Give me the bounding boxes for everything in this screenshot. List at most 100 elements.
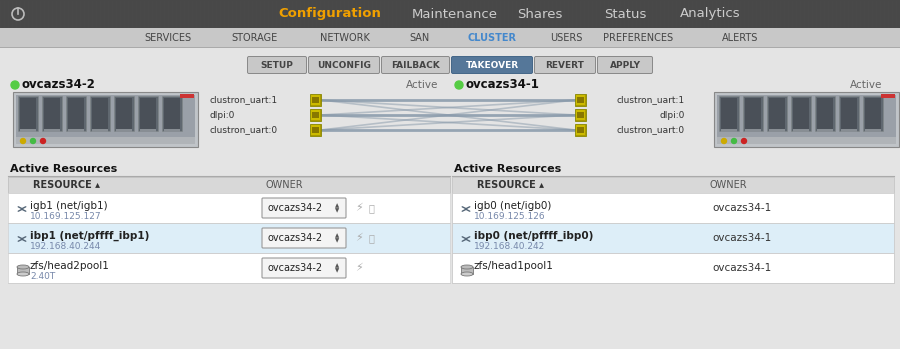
Circle shape <box>40 139 46 143</box>
Text: USERS: USERS <box>550 33 582 43</box>
Text: clustron_uart:0: clustron_uart:0 <box>616 126 685 134</box>
Bar <box>791 96 811 131</box>
Bar <box>817 129 833 132</box>
Text: ▲: ▲ <box>335 203 339 208</box>
Bar <box>793 129 809 132</box>
Bar <box>769 129 785 132</box>
Text: zfs/head1pool1: zfs/head1pool1 <box>474 261 554 271</box>
Bar <box>576 125 585 135</box>
Text: 192.168.40.244: 192.168.40.244 <box>30 242 101 251</box>
FancyBboxPatch shape <box>535 57 596 74</box>
Bar <box>865 98 881 129</box>
Text: 🔒: 🔒 <box>369 203 375 213</box>
Ellipse shape <box>17 265 29 269</box>
Bar <box>575 124 586 136</box>
Bar <box>575 94 586 106</box>
Text: ▲: ▲ <box>335 263 339 268</box>
FancyBboxPatch shape <box>262 228 346 248</box>
Bar <box>576 95 585 105</box>
Text: ovcazs34-1: ovcazs34-1 <box>712 263 771 273</box>
Text: ▼: ▼ <box>335 238 339 244</box>
Text: RESOURCE ▴: RESOURCE ▴ <box>33 180 100 190</box>
Bar <box>577 127 584 133</box>
Bar <box>311 110 320 120</box>
FancyBboxPatch shape <box>248 57 307 74</box>
Bar <box>452 193 894 223</box>
Text: OWNER: OWNER <box>710 180 748 190</box>
Bar <box>114 96 134 131</box>
Text: Status: Status <box>604 7 646 21</box>
Bar <box>140 98 156 129</box>
Bar <box>66 96 86 131</box>
Bar <box>0 0 900 28</box>
Text: clustron_uart:1: clustron_uart:1 <box>616 96 685 104</box>
Text: NETWORK: NETWORK <box>320 33 370 43</box>
Bar <box>714 92 899 147</box>
Bar <box>8 223 450 253</box>
Bar <box>841 98 857 129</box>
Bar <box>767 96 787 131</box>
Text: ovcazs34-2: ovcazs34-2 <box>268 203 323 213</box>
Text: ovcazs34-2: ovcazs34-2 <box>268 263 323 273</box>
Bar <box>310 94 321 106</box>
Text: SAN: SAN <box>410 33 430 43</box>
Text: FAILBACK: FAILBACK <box>392 60 440 69</box>
Text: UNCONFIG: UNCONFIG <box>317 60 371 69</box>
Bar <box>721 129 737 132</box>
Text: dlpi:0: dlpi:0 <box>660 111 685 119</box>
Circle shape <box>742 139 746 143</box>
Bar <box>461 267 473 274</box>
Bar <box>815 96 835 131</box>
Text: Active: Active <box>406 80 438 90</box>
Bar <box>0 47 900 48</box>
Text: clustron_uart:0: clustron_uart:0 <box>210 126 278 134</box>
Bar <box>839 96 859 131</box>
Bar <box>20 98 36 129</box>
Text: Active Resources: Active Resources <box>10 164 117 174</box>
Bar <box>452 253 894 283</box>
Text: 2.40T: 2.40T <box>30 272 55 281</box>
Bar <box>817 98 833 129</box>
Bar <box>164 98 180 129</box>
Text: OWNER: OWNER <box>266 180 303 190</box>
Bar <box>793 98 809 129</box>
Text: Configuration: Configuration <box>279 7 382 21</box>
Bar <box>18 96 38 131</box>
Text: ibp1 (net/pffff_ibp1): ibp1 (net/pffff_ibp1) <box>30 231 149 241</box>
Text: ▼: ▼ <box>335 208 339 214</box>
Bar <box>17 267 29 274</box>
Ellipse shape <box>461 272 473 276</box>
Ellipse shape <box>17 272 29 276</box>
Bar <box>312 112 319 118</box>
Text: TAKEOVER: TAKEOVER <box>465 60 518 69</box>
Text: ⚡: ⚡ <box>355 233 363 243</box>
Text: ▲: ▲ <box>335 233 339 238</box>
Text: Shares: Shares <box>518 7 562 21</box>
Bar <box>575 109 586 121</box>
Bar <box>721 98 737 129</box>
Text: 10.169.125.127: 10.169.125.127 <box>30 212 102 221</box>
Bar <box>140 129 156 132</box>
Bar <box>0 48 900 349</box>
Bar <box>8 177 450 193</box>
Text: ovcazs34-1: ovcazs34-1 <box>712 203 771 213</box>
Bar <box>452 223 894 253</box>
Bar <box>577 112 584 118</box>
Text: ▼: ▼ <box>335 268 339 274</box>
Bar <box>719 96 739 131</box>
Text: 10.169.125.126: 10.169.125.126 <box>474 212 545 221</box>
Bar <box>0 28 900 48</box>
Text: 192.168.40.242: 192.168.40.242 <box>474 242 545 251</box>
Text: ovcazs34-2: ovcazs34-2 <box>22 79 96 91</box>
Bar <box>577 97 584 103</box>
Text: PREFERENCES: PREFERENCES <box>603 33 673 43</box>
Text: SERVICES: SERVICES <box>144 33 192 43</box>
Text: zfs/head2pool1: zfs/head2pool1 <box>30 261 110 271</box>
Bar <box>164 129 180 132</box>
Bar <box>743 96 763 131</box>
Bar <box>841 129 857 132</box>
FancyBboxPatch shape <box>598 57 652 74</box>
Bar <box>311 95 320 105</box>
Circle shape <box>722 139 726 143</box>
Text: RESOURCE ▴: RESOURCE ▴ <box>477 180 544 190</box>
